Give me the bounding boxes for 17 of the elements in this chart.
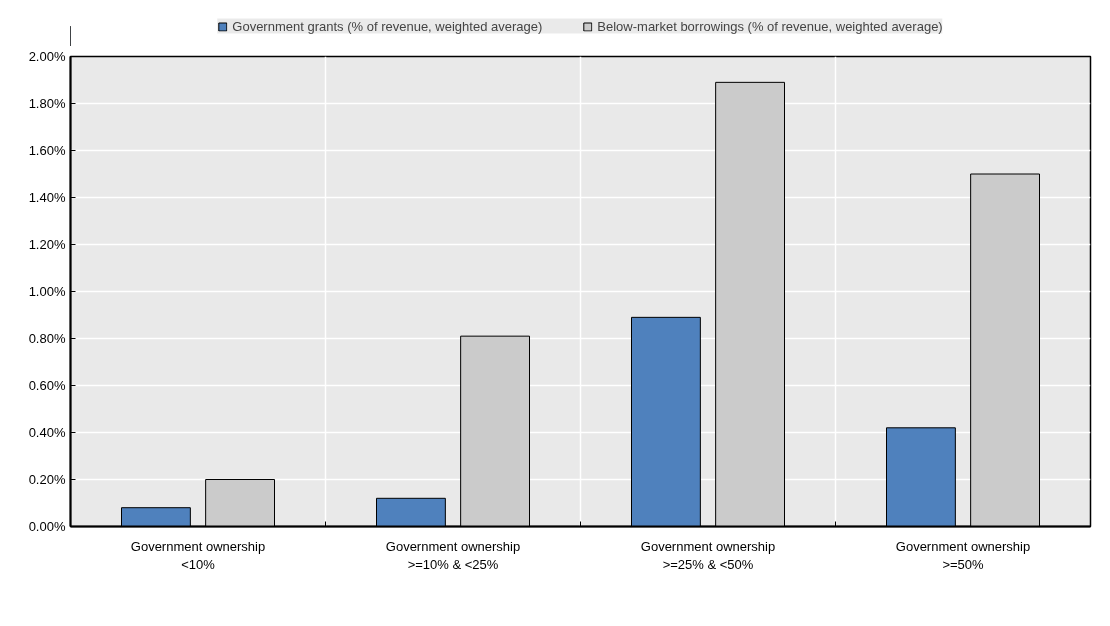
- legend-label: Below-market borrowings (% of revenue, weighted average): [597, 18, 943, 34]
- y-tick-label: 0.80%: [28, 331, 66, 346]
- y-tick-label: 1.00%: [28, 284, 66, 299]
- y-tick-label: 1.40%: [28, 190, 66, 205]
- y-tick-label: 0.00%: [28, 519, 66, 534]
- x-tick-label: Government ownership >=50%: [895, 538, 1031, 572]
- y-tick-label: 2.00%: [28, 49, 66, 64]
- y-tick-label: 1.80%: [28, 96, 66, 111]
- y-tick-label: 0.60%: [28, 378, 66, 393]
- x-tick-label: Government ownership >=10% & <25%: [385, 538, 521, 572]
- y-tick-label: 1.60%: [28, 143, 66, 158]
- y-tick-label: 1.20%: [28, 237, 66, 252]
- y-tick-label: 0.40%: [28, 425, 66, 440]
- x-tick-label: Government ownership <10%: [130, 538, 266, 572]
- y-tick-label: 0.20%: [28, 472, 66, 487]
- legend-label: Government grants (% of revenue, weighted average): [232, 18, 543, 34]
- x-tick-label: Government ownership >=25% & <50%: [640, 538, 776, 572]
